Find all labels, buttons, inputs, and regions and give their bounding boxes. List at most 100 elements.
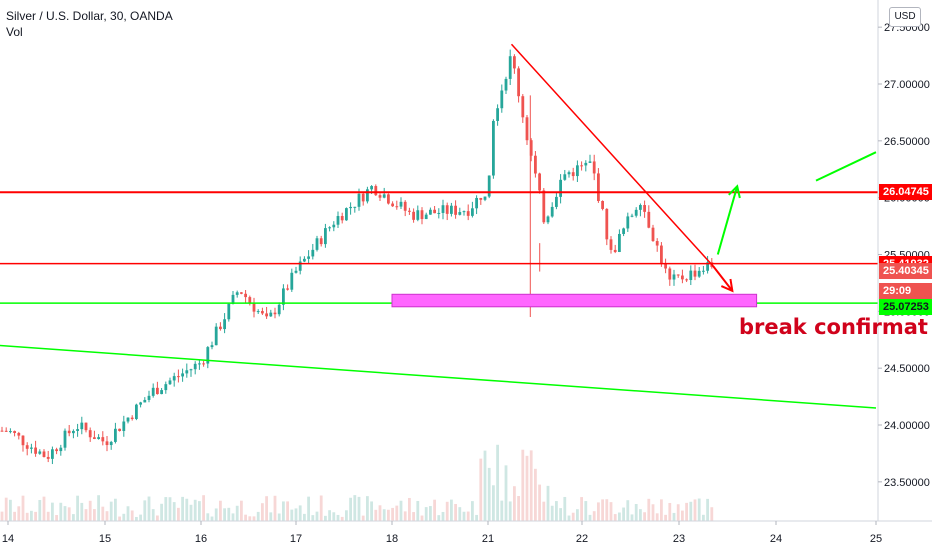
volume-bar	[445, 501, 449, 521]
volume-bar	[634, 503, 638, 521]
candle-body	[387, 194, 390, 204]
support-zone-box[interactable]	[391, 293, 758, 308]
volume-bar	[408, 497, 411, 521]
candle-body	[51, 449, 54, 459]
candle-body	[181, 373, 184, 377]
volume-bar	[181, 496, 184, 521]
candle-body	[72, 430, 75, 434]
candle-body	[475, 197, 478, 209]
volume-bar	[315, 511, 319, 521]
candle-body	[504, 78, 508, 91]
volume-bar	[227, 507, 231, 521]
candle-body	[93, 437, 96, 440]
candle-body	[500, 90, 504, 109]
long-green-trendline[interactable]	[0, 344, 877, 409]
volume-bar	[660, 499, 663, 521]
volume-bar	[30, 510, 33, 521]
volume-bar	[412, 512, 415, 521]
price-tick-label: 26.50000	[884, 136, 930, 148]
time-tick-label: 17	[290, 533, 302, 545]
projection-arrow[interactable]	[716, 186, 739, 255]
candle-body	[231, 294, 235, 304]
time-axis[interactable]: 14 15 16 17 18 21 22 23 24 25	[0, 520, 932, 545]
volume-bar	[63, 506, 67, 521]
candle-body	[399, 201, 403, 207]
candle-body	[361, 193, 365, 202]
volume-bar	[521, 449, 525, 521]
volume-bar	[693, 499, 697, 521]
volume-bar	[13, 511, 16, 521]
candle-body	[97, 437, 100, 440]
volume-bar	[609, 502, 613, 521]
volume-bar	[307, 496, 310, 521]
volume-bar	[550, 505, 554, 521]
candle-body	[315, 238, 319, 250]
volume-bar	[21, 495, 25, 521]
candle-body	[521, 96, 525, 118]
candle-body	[697, 270, 701, 277]
volume-bar	[685, 502, 688, 521]
volume-bar	[559, 508, 562, 521]
volume-bar	[151, 509, 155, 521]
volume-bar	[487, 467, 491, 521]
volume-bar	[702, 514, 705, 521]
volume-bar	[639, 509, 642, 521]
candle-body	[256, 311, 260, 313]
descending-trendline[interactable]	[510, 43, 714, 267]
countdown-tag: 29:09	[879, 282, 932, 299]
candle-body	[273, 312, 277, 315]
volume-bar	[542, 501, 546, 521]
down-arrow[interactable]	[712, 265, 734, 292]
candle-body	[336, 216, 340, 225]
candle-body	[366, 189, 369, 202]
candle-body	[101, 437, 105, 442]
candle-body	[349, 206, 352, 209]
volume-bar	[534, 468, 537, 521]
time-tick-label: 24	[770, 533, 782, 545]
candle-body	[126, 417, 130, 422]
candle-body	[437, 212, 441, 214]
candle-body	[408, 210, 411, 212]
volume-bar	[454, 504, 457, 521]
volume-label[interactable]: Vol	[6, 25, 23, 39]
volume-bar	[697, 498, 701, 521]
candle-body	[151, 387, 155, 396]
volume-bar	[429, 506, 432, 521]
volume-bar	[324, 515, 327, 521]
volume-bar	[500, 500, 504, 521]
volume-bar	[601, 499, 604, 521]
currency-button[interactable]: USD	[889, 7, 921, 27]
candle-body	[311, 249, 315, 257]
short-green-trendline[interactable]	[815, 151, 877, 182]
candle-body	[345, 208, 348, 221]
candle-body	[601, 201, 604, 209]
volume-bar	[147, 496, 151, 521]
volume-bar	[109, 501, 113, 521]
symbol-title[interactable]: Silver / U.S. Dollar, 30, OANDA	[6, 9, 173, 23]
candle-body	[378, 195, 382, 198]
volume-bar	[84, 509, 88, 521]
candle-body	[655, 241, 659, 246]
candle-body	[538, 173, 541, 191]
candle-body	[143, 399, 147, 403]
volume-bar	[328, 510, 331, 521]
break-annotation[interactable]: break confirmat	[739, 315, 928, 339]
volume-bar	[59, 502, 63, 521]
volume-bar	[210, 516, 214, 521]
volume-bar	[508, 501, 512, 521]
volume-bar	[235, 505, 239, 521]
volume-bar	[25, 512, 29, 521]
candle-body	[471, 208, 474, 216]
price-tick-label: 27.00000	[884, 79, 930, 91]
candle-body	[651, 227, 655, 242]
candle-body	[592, 161, 596, 174]
volume-bar	[462, 511, 466, 521]
candle-body	[0, 430, 4, 432]
volume-bar	[193, 499, 197, 521]
candle-body	[492, 120, 495, 176]
drawings-layer[interactable]	[0, 43, 878, 409]
volume-bar	[76, 495, 79, 521]
candle-body	[269, 312, 273, 317]
time-tick-label: 16	[195, 533, 207, 545]
